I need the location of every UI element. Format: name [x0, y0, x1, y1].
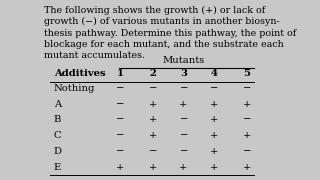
Text: 2: 2	[150, 69, 157, 78]
Text: −: −	[243, 115, 251, 124]
Text: +: +	[210, 147, 218, 156]
Text: D: D	[54, 147, 62, 156]
Text: +: +	[210, 115, 218, 124]
Text: Nothing: Nothing	[54, 84, 95, 93]
Text: −: −	[149, 84, 157, 93]
Text: +: +	[180, 163, 188, 172]
Text: E: E	[54, 163, 61, 172]
Text: 1: 1	[116, 69, 124, 78]
Text: −: −	[180, 115, 188, 124]
Text: C: C	[54, 131, 61, 140]
Text: +: +	[149, 115, 157, 124]
Text: +: +	[243, 163, 251, 172]
Text: −: −	[116, 100, 124, 109]
Text: Additives: Additives	[54, 69, 106, 78]
Text: 4: 4	[211, 69, 218, 78]
Text: +: +	[243, 131, 251, 140]
Text: −: −	[116, 147, 124, 156]
Text: −: −	[180, 84, 188, 93]
Text: −: −	[243, 84, 251, 93]
Text: B: B	[54, 115, 61, 124]
Text: +: +	[149, 100, 157, 109]
Text: −: −	[116, 84, 124, 93]
Text: A: A	[54, 100, 61, 109]
Text: −: −	[180, 147, 188, 156]
Text: −: −	[149, 147, 157, 156]
Text: +: +	[210, 131, 218, 140]
Text: −: −	[243, 147, 251, 156]
Text: +: +	[210, 100, 218, 109]
Text: +: +	[243, 100, 251, 109]
Text: +: +	[116, 163, 124, 172]
Text: +: +	[210, 163, 218, 172]
Text: 5: 5	[244, 69, 251, 78]
Text: −: −	[210, 84, 218, 93]
Text: Mutants: Mutants	[163, 56, 205, 65]
Text: −: −	[116, 131, 124, 140]
Text: +: +	[149, 163, 157, 172]
Text: −: −	[116, 115, 124, 124]
Text: +: +	[180, 100, 188, 109]
Text: +: +	[149, 131, 157, 140]
Text: −: −	[180, 131, 188, 140]
Text: The following shows the growth (+) or lack of
growth (−) of various mutants in a: The following shows the growth (+) or la…	[44, 5, 296, 60]
Text: 3: 3	[180, 69, 187, 78]
